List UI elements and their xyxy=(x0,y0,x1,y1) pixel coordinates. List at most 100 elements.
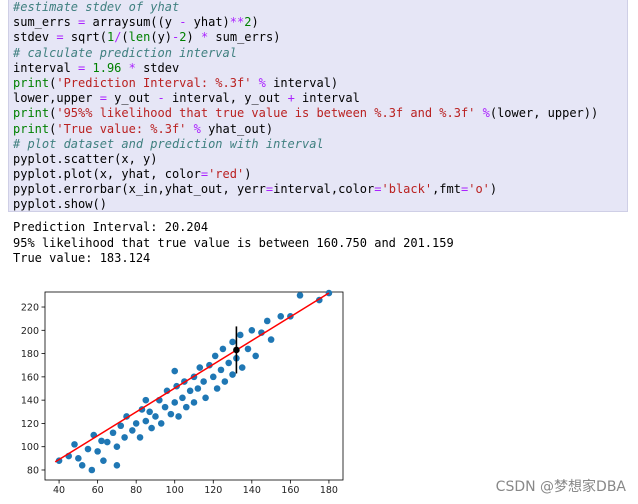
code-token: 'True value: %.3f' xyxy=(56,121,187,136)
scatter-point xyxy=(244,345,252,353)
x-tick-label: 80 xyxy=(130,485,142,496)
code-token: ,fmt xyxy=(432,182,461,197)
scatter-point xyxy=(113,462,121,469)
scatter-point xyxy=(190,399,198,406)
code-token: ( xyxy=(49,75,57,90)
code-token: interval,color xyxy=(273,182,375,197)
scatter-point xyxy=(157,420,165,427)
code-token: interval, y_out xyxy=(164,91,288,106)
scatter-point xyxy=(146,408,153,416)
code-token: interval xyxy=(13,60,79,75)
prediction-point xyxy=(233,346,240,354)
scatter-point xyxy=(186,387,194,395)
y-tick-label: 200 xyxy=(21,326,39,337)
code-token: = xyxy=(78,60,86,75)
code-token: (lower, upper)) xyxy=(489,106,599,121)
code-line: # calculate prediction interval xyxy=(13,46,627,61)
code-token: sum_errs) xyxy=(208,30,281,45)
scatter-point xyxy=(161,403,169,411)
code-line: print('True value: %.3f' % yhat_out) xyxy=(13,122,627,137)
code-token: - xyxy=(179,15,187,30)
scatter-point xyxy=(98,437,105,445)
plot-area xyxy=(44,291,344,481)
scatter-point xyxy=(248,326,256,334)
code-token: = xyxy=(99,91,107,106)
scatter-point xyxy=(94,448,101,455)
y-tick-label: 80 xyxy=(27,465,39,476)
code-line: sum_errs = arraysum((y - yhat)**2) xyxy=(13,15,627,30)
code-token: interval xyxy=(294,91,360,106)
output-line: 95% likelihood that true value is betwee… xyxy=(13,235,454,250)
scatter-point xyxy=(132,420,140,427)
code-line: pyplot.errorbar(x_in,yhat_out, yerr=inte… xyxy=(13,182,627,197)
scatter-point xyxy=(182,403,190,411)
code-token: = xyxy=(265,182,274,197)
scatter-point xyxy=(113,443,121,451)
scatter-point xyxy=(213,385,221,392)
x-tick-label: 140 xyxy=(243,485,261,496)
scatter-point xyxy=(175,413,182,420)
code-token: 'Prediction Interval: %.3f' xyxy=(56,75,252,90)
scatter-point xyxy=(171,367,179,375)
scatter-point xyxy=(217,366,225,374)
chart: 40 60 80 100 120 140 160 180 80 100 120 140 160 180 20… xyxy=(21,289,344,496)
scatter-point xyxy=(263,317,271,325)
scatter-point xyxy=(75,455,82,462)
scatter-point xyxy=(252,352,259,360)
code-line: pyplot.show() xyxy=(13,197,627,212)
code-token: print xyxy=(13,75,50,90)
code-token: pyplot.scatter(x, y) xyxy=(13,151,158,166)
code-token: 1.96 xyxy=(85,60,129,75)
code-cell[interactable]: #estimate stdev of yhat sum_errs = arrays… xyxy=(8,0,628,212)
code-token: - xyxy=(172,30,180,45)
code-token: pyplot.errorbar(x_in,yhat_out, yerr xyxy=(13,182,266,197)
code-token: print xyxy=(13,106,50,121)
y-tick-label: 220 xyxy=(21,303,39,314)
code-token: = xyxy=(78,15,86,30)
scatter-point xyxy=(202,394,209,402)
code-token: #estimate stdev of yhat xyxy=(13,0,180,14)
scatter-point xyxy=(129,427,136,434)
scatter-point xyxy=(211,352,219,360)
code-token: * xyxy=(128,60,136,75)
code-token: ( xyxy=(49,121,57,136)
x-tick-label: 160 xyxy=(281,485,299,496)
scatter-point xyxy=(296,292,304,299)
y-tick-label: 180 xyxy=(21,349,39,360)
output-line: True value: 183.124 xyxy=(13,251,151,265)
scatter-point xyxy=(121,434,128,441)
code-token: sum_errs xyxy=(13,15,79,30)
x-tick-label: 120 xyxy=(204,485,222,496)
y-tick-label: 100 xyxy=(21,442,39,453)
code-token: + xyxy=(287,91,295,106)
x-tick-label: 60 xyxy=(92,485,104,496)
code-token: = xyxy=(374,182,382,197)
code-token: pyplot.show() xyxy=(13,197,107,212)
x-tick-label: 40 xyxy=(53,485,65,496)
scatter-point xyxy=(179,394,186,402)
scatter-point xyxy=(236,331,244,339)
scatter-point xyxy=(142,417,150,425)
code-token: ( xyxy=(49,106,57,121)
scatter-point xyxy=(219,345,227,353)
code-token: - xyxy=(157,91,165,106)
code-token: stdev xyxy=(13,30,57,45)
scatter-point xyxy=(229,371,236,378)
code-line: lower,upper = y_out - interval, y_out + … xyxy=(13,91,627,106)
code-token: / xyxy=(114,30,122,45)
scatter-point xyxy=(206,361,213,369)
scatter-point xyxy=(103,438,111,446)
code-line: stdev = sqrt(1/(len(y)-2) * sum_errs) xyxy=(13,30,627,45)
cell-output: Prediction Interval: 20.204 95% likelihoo… xyxy=(13,220,454,267)
scatter-point xyxy=(109,429,117,437)
code-line: pyplot.plot(x, yhat, color='red') xyxy=(13,167,627,182)
code-token: (y) xyxy=(150,30,173,45)
code-token: * xyxy=(200,30,209,45)
scatter-point xyxy=(136,434,144,441)
code-token: = xyxy=(56,30,64,45)
watermark: CSDN @梦想家DBA xyxy=(495,479,626,495)
code-line: pyplot.scatter(x, y) xyxy=(13,152,627,167)
code-token: lower,upper xyxy=(13,91,100,106)
code-line: print('Prediction Interval: %.3f' % inte… xyxy=(13,76,627,91)
code-line: #estimate stdev of yhat xyxy=(13,0,627,15)
